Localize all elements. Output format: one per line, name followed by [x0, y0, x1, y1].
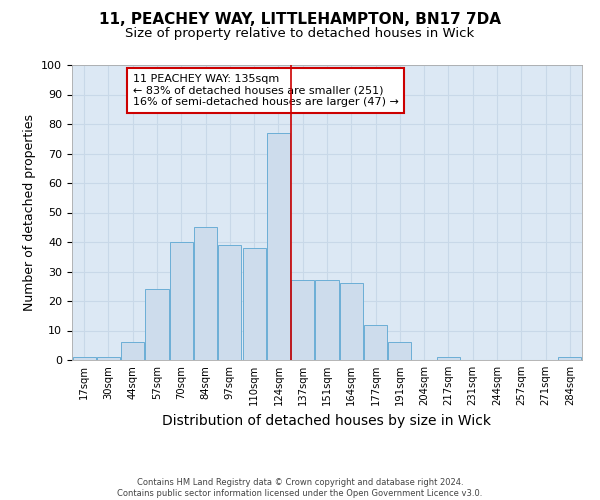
Text: Size of property relative to detached houses in Wick: Size of property relative to detached ho…	[125, 28, 475, 40]
X-axis label: Distribution of detached houses by size in Wick: Distribution of detached houses by size …	[163, 414, 491, 428]
Bar	[267, 133, 290, 360]
Bar	[388, 342, 412, 360]
Bar	[218, 245, 241, 360]
Bar	[97, 357, 120, 360]
Bar	[145, 289, 169, 360]
Bar	[364, 324, 387, 360]
Text: Contains HM Land Registry data © Crown copyright and database right 2024.
Contai: Contains HM Land Registry data © Crown c…	[118, 478, 482, 498]
Bar	[121, 342, 144, 360]
Text: 11 PEACHEY WAY: 135sqm
← 83% of detached houses are smaller (251)
16% of semi-de: 11 PEACHEY WAY: 135sqm ← 83% of detached…	[133, 74, 398, 107]
Bar	[340, 284, 363, 360]
Bar	[73, 357, 95, 360]
Text: 11, PEACHEY WAY, LITTLEHAMPTON, BN17 7DA: 11, PEACHEY WAY, LITTLEHAMPTON, BN17 7DA	[99, 12, 501, 28]
Y-axis label: Number of detached properties: Number of detached properties	[23, 114, 36, 311]
Bar	[291, 280, 314, 360]
Bar	[170, 242, 193, 360]
Bar	[559, 357, 581, 360]
Bar	[316, 280, 338, 360]
Bar	[194, 227, 217, 360]
Bar	[242, 248, 266, 360]
Bar	[437, 357, 460, 360]
